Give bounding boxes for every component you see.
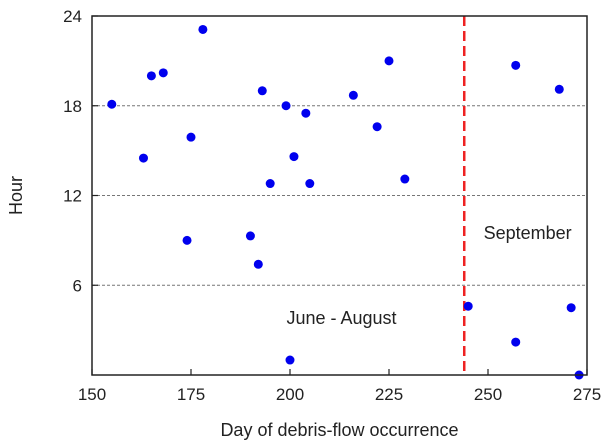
data-point-1 — [107, 99, 117, 109]
data-point-12 — [281, 101, 291, 111]
x-axis-label: Day of debris-flow occurrence — [220, 420, 458, 440]
annotation-2: September — [484, 223, 572, 243]
y-tick-label-12: 12 — [63, 187, 82, 206]
x-tick-label-200: 200 — [276, 385, 304, 404]
data-point-19 — [384, 56, 394, 66]
data-points — [107, 24, 584, 380]
data-point-2 — [138, 153, 148, 163]
data-point-15 — [301, 108, 311, 118]
x-tick-label-250: 250 — [474, 385, 502, 404]
y-axis-label: Hour — [6, 176, 26, 215]
data-point-20 — [400, 174, 410, 184]
data-point-17 — [348, 90, 358, 100]
data-point-7 — [198, 24, 208, 34]
axis-ticks: 150 175 200 225 250 275 6 12 18 24 — [63, 7, 601, 404]
data-point-14 — [289, 152, 299, 162]
x-tick-label-275: 275 — [573, 385, 601, 404]
grid-lines — [92, 105, 587, 286]
y-tick-label-18: 18 — [63, 97, 82, 116]
data-point-10 — [257, 86, 267, 96]
x-tick-label-225: 225 — [375, 385, 403, 404]
data-point-13 — [285, 355, 295, 365]
annotation-1: June - August — [286, 308, 396, 328]
y-tick-label-6: 6 — [73, 276, 82, 295]
data-point-3 — [146, 71, 156, 81]
data-point-5 — [182, 235, 192, 245]
data-point-18 — [372, 122, 382, 132]
y-tick-label-24: 24 — [63, 7, 82, 26]
x-tick-label-175: 175 — [177, 385, 205, 404]
data-point-21 — [463, 301, 473, 311]
data-point-25 — [566, 303, 576, 313]
data-point-22 — [511, 60, 521, 70]
data-point-23 — [511, 337, 521, 347]
data-point-4 — [158, 68, 168, 78]
data-point-8 — [245, 231, 255, 241]
data-point-9 — [253, 259, 263, 269]
chart-annotations: June - August September — [286, 223, 571, 328]
x-tick-label-150: 150 — [78, 385, 106, 404]
data-point-11 — [265, 179, 275, 189]
data-point-16 — [305, 179, 315, 189]
data-point-6 — [186, 132, 196, 142]
data-point-24 — [554, 84, 564, 94]
